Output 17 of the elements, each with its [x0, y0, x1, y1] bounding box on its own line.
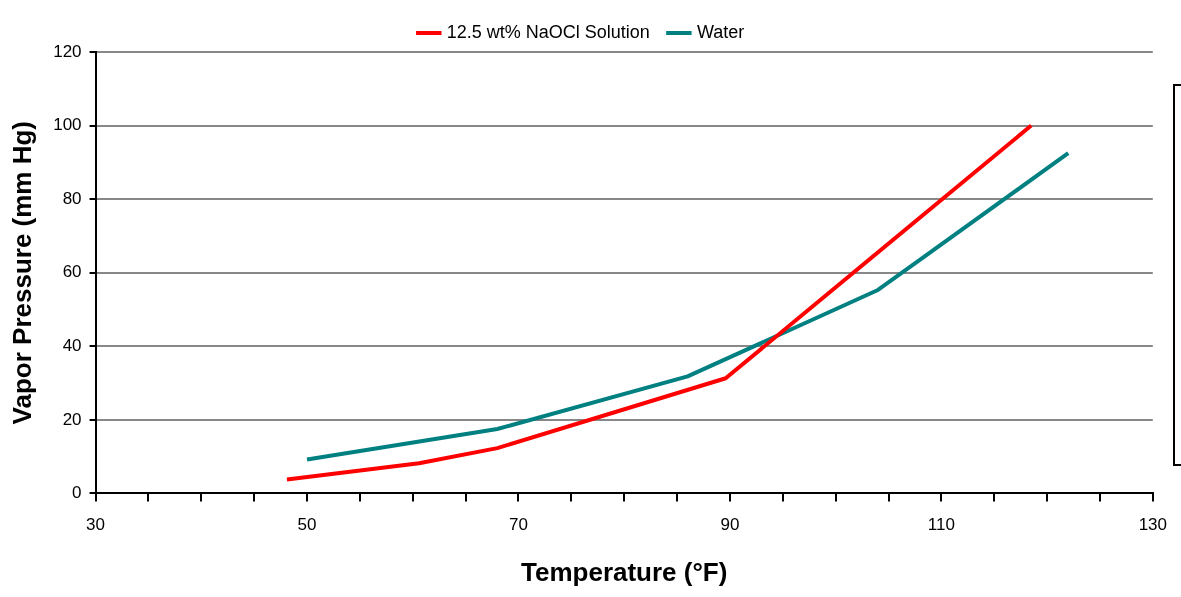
y-tick-label: 20	[62, 409, 82, 429]
x-tick-label: 110	[927, 515, 955, 535]
x-axis-title: Temperature (°F)	[521, 556, 728, 587]
x-tick-label: 130	[1138, 515, 1168, 535]
x-tick-label: 70	[509, 515, 528, 535]
y-tick-label: 0	[72, 483, 82, 503]
legend-label: Water	[696, 21, 745, 42]
y-tick-label: 120	[53, 41, 82, 61]
y-tick-label: 40	[62, 335, 82, 355]
y-tick-label: 100	[53, 115, 82, 135]
x-tick-label: 50	[297, 515, 317, 535]
x-tick-label: 90	[720, 515, 740, 535]
y-axis-title: Vapor Pressure (mm Hg)	[6, 120, 37, 425]
legend-label: 12.5 wt% NaOCl Solution	[446, 21, 650, 42]
y-tick-label: 60	[62, 262, 82, 282]
x-tick-label: 30	[86, 515, 106, 535]
y-tick-label: 80	[62, 188, 82, 208]
